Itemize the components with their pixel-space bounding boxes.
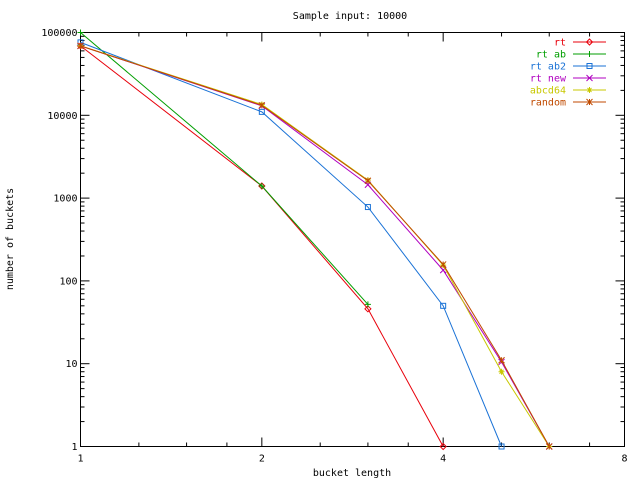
legend-marker — [586, 74, 593, 82]
series-rt-ab — [77, 29, 371, 308]
legend-label: rt ab — [536, 50, 566, 61]
x-tick-label: 8 — [621, 454, 627, 465]
data-point — [364, 204, 371, 211]
legend-item: rt ab2 — [530, 62, 606, 73]
legend-marker — [586, 63, 593, 69]
legend-label: abcd64 — [530, 86, 566, 97]
y-tick-label: 10000 — [47, 111, 77, 122]
legend-item: rt — [554, 38, 606, 49]
y-tick-label: 1000 — [53, 194, 77, 205]
data-point — [498, 368, 505, 375]
legend-item: abcd64 — [530, 86, 606, 97]
series-rt — [76, 42, 447, 451]
data-point — [258, 183, 265, 190]
legend-item: rt new — [530, 74, 606, 85]
data-point — [258, 182, 266, 190]
series-line — [80, 41, 503, 447]
data-point — [258, 108, 265, 115]
data-point — [498, 443, 505, 450]
legend-marker — [586, 98, 593, 106]
series-line — [80, 45, 550, 447]
data-point — [439, 261, 447, 268]
plot-frame — [80, 32, 625, 447]
data-point — [364, 301, 371, 308]
x-tick-label: 1 — [77, 454, 83, 465]
y-tick-label: 100 — [59, 276, 77, 287]
data-point — [258, 101, 266, 109]
y-tick-label: 100000 — [41, 28, 77, 39]
legend-item: rt ab — [536, 50, 606, 61]
data-point — [77, 29, 84, 36]
series-rt-new — [77, 42, 553, 450]
data-point — [77, 42, 84, 50]
legend-marker — [585, 38, 594, 46]
data-point — [498, 356, 505, 364]
chart-title: Sample input: 10000 — [293, 11, 407, 22]
data-point — [439, 442, 447, 451]
data-point — [440, 302, 447, 309]
series-abcd64 — [77, 42, 553, 450]
legend-marker — [586, 51, 593, 57]
legend-item: random — [530, 98, 606, 109]
data-point — [364, 305, 372, 313]
legend-label: rt — [554, 38, 566, 49]
y-axis-label: number of buckets — [5, 188, 16, 290]
axis-ticks: 1 10 100 1000 10000 100000 1 2 4 8 — [41, 28, 627, 465]
y-tick-label: 10 — [65, 359, 77, 370]
series-rt-ab2 — [77, 39, 505, 450]
series-layer — [76, 29, 553, 451]
series-line — [80, 45, 444, 447]
x-tick-label: 4 — [440, 454, 446, 465]
data-point — [364, 177, 372, 185]
legend-marker — [586, 87, 593, 93]
series-line — [80, 45, 550, 447]
y-tick-label: 1 — [71, 442, 77, 453]
data-point — [545, 443, 553, 450]
legend-label: rt ab2 — [530, 62, 566, 73]
x-axis-label: bucket length — [313, 468, 391, 479]
series-random — [77, 42, 553, 450]
legend-label: rt new — [530, 74, 567, 85]
legend-label: random — [530, 98, 566, 109]
series-line — [80, 45, 550, 447]
x-tick-label: 2 — [259, 454, 265, 465]
